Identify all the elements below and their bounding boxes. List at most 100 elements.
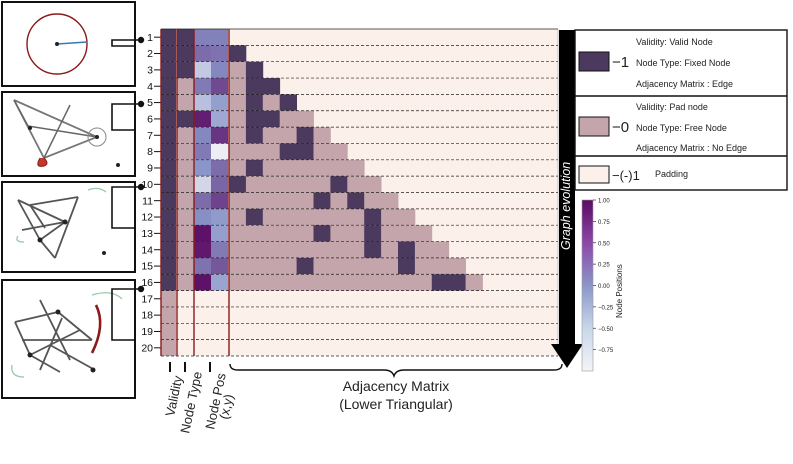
validity-cell xyxy=(161,94,176,111)
panel-connectors xyxy=(111,39,140,341)
adjacency-edge-cell xyxy=(296,143,314,160)
adjacency-no-edge-cell xyxy=(229,78,247,95)
adjacency-no-edge-cell xyxy=(330,143,348,160)
adjacency-no-edge-cell xyxy=(381,241,399,258)
colorbar-tick-label: −0.25 xyxy=(598,305,614,311)
adjacency-no-edge-cell xyxy=(229,274,247,291)
adjacency-no-edge-cell xyxy=(398,225,416,242)
adjacency-no-edge-cell xyxy=(313,257,331,275)
node-pos-x-cell xyxy=(194,78,211,95)
adjacency-edge-cell xyxy=(364,225,382,242)
legend-no-edge-line-2: Node Type: Free Node xyxy=(636,123,727,133)
adjacency-no-edge-cell xyxy=(313,176,331,193)
adjacency-no-edge-cell xyxy=(313,241,331,258)
adjacency-no-edge-cell xyxy=(229,241,247,258)
colorbar-gradient xyxy=(581,199,594,372)
adjacency-no-edge-cell xyxy=(245,241,264,258)
adjacency-no-edge-cell xyxy=(431,241,450,258)
node-type-cell xyxy=(177,290,194,307)
colorbar-ticks: 1.00 0.75 0.50 0.25 0.00 −0.25 −0.50 −0.75 xyxy=(593,199,614,354)
column-separators xyxy=(160,29,230,356)
graph-evolution-arrow: Graph evolution xyxy=(551,30,583,368)
adjacency-no-edge-cell xyxy=(313,127,331,144)
adjacency-no-edge-cell xyxy=(229,257,247,275)
adjacency-no-edge-cell xyxy=(347,208,365,226)
node-type-cell xyxy=(177,225,194,242)
adjacency-no-edge-cell xyxy=(279,225,297,242)
adjacency-no-edge-cell xyxy=(279,159,297,177)
adjacency-no-edge-cell xyxy=(330,241,348,258)
adjacency-no-edge-cell xyxy=(262,192,281,209)
node-type-cell xyxy=(177,339,194,356)
node-type-cell xyxy=(177,61,194,79)
node-pos-y-cell xyxy=(211,176,228,193)
adjacency-no-edge-cell xyxy=(330,274,348,291)
connector-dots xyxy=(137,36,145,293)
validity-cell xyxy=(161,208,176,226)
adjacency-no-edge-cell xyxy=(229,94,247,111)
adjacency-edge-cell xyxy=(229,176,247,193)
row-label: 13 xyxy=(141,228,153,240)
adjacency-no-edge-cell xyxy=(296,159,314,177)
legend-edge-line-1: Validity: Valid Node xyxy=(636,37,713,47)
node-type-cell xyxy=(177,208,194,226)
node-pos-xy-label: (x,y) xyxy=(216,393,236,421)
validity-cell xyxy=(161,241,176,258)
legend-swatch-edge xyxy=(578,51,610,72)
row-dashed-lines xyxy=(161,28,559,357)
row-label: 9 xyxy=(147,163,153,175)
row-label: 3 xyxy=(147,64,153,76)
adjacency-title: Adjacency Matrix xyxy=(343,378,450,394)
adjacency-no-edge-cell xyxy=(279,257,297,275)
adjacency-no-edge-cell xyxy=(245,257,264,275)
adjacency-no-edge-cell xyxy=(245,143,264,160)
adjacency-no-edge-cell xyxy=(229,110,247,128)
node-pos-y-cell xyxy=(211,45,228,62)
validity-cell xyxy=(161,257,176,275)
adjacency-no-edge-cell xyxy=(347,241,365,258)
mechanism-panel-4 xyxy=(1,279,136,399)
adjacency-no-edge-cell xyxy=(296,274,314,291)
validity-cell xyxy=(161,176,176,193)
adjacency-no-edge-cell xyxy=(245,192,264,209)
node-pos-x-cell xyxy=(194,225,211,242)
node-pos-y-cell xyxy=(211,192,228,209)
node-pos-x-cell xyxy=(194,257,211,275)
adjacency-no-edge-cell xyxy=(229,159,247,177)
adjacency-no-edge-cell xyxy=(347,159,365,177)
row-label: 19 xyxy=(141,326,153,338)
adjacency-edge-cell xyxy=(245,208,264,226)
adjacency-edge-cell xyxy=(245,127,264,144)
adjacency-no-edge-cell xyxy=(229,208,247,226)
node-pos-pad-cell xyxy=(194,339,228,356)
colorbar-tick-label: 0.50 xyxy=(598,241,610,247)
validity-cell xyxy=(161,290,176,307)
adjacency-no-edge-cell xyxy=(330,192,348,209)
colorbar-tick-label: 0.00 xyxy=(598,284,610,290)
node-pos-x-cell xyxy=(194,127,211,144)
legend-swatch-no-edge xyxy=(578,116,610,137)
adjacency-no-edge-cell xyxy=(279,110,297,128)
adjacency-no-edge-cell xyxy=(279,192,297,209)
adjacency-no-edge-cell xyxy=(347,225,365,242)
adjacency-edge-cell xyxy=(296,127,314,144)
row-label: 11 xyxy=(142,195,153,207)
adjacency-no-edge-cell xyxy=(296,225,314,242)
node-pos-x-cell xyxy=(194,176,211,193)
legend-swatch-padding xyxy=(578,165,610,184)
adjacency-no-edge-cell xyxy=(364,274,382,291)
node-type-cell xyxy=(177,176,194,193)
adjacency-no-edge-cell xyxy=(279,274,297,291)
validity-cell xyxy=(161,61,176,79)
row-label: 8 xyxy=(147,146,153,158)
adjacency-no-edge-cell xyxy=(431,257,450,275)
legend-value-padding: −(-)1 xyxy=(612,168,640,183)
row-label: 1 xyxy=(147,32,153,44)
node-pos-x-cell xyxy=(194,94,211,111)
adjacency-no-edge-cell xyxy=(262,225,281,242)
adjacency-no-edge-cell xyxy=(381,274,399,291)
adjacency-edge-cell xyxy=(245,159,264,177)
adjacency-no-edge-cell xyxy=(262,127,281,144)
adjacency-no-edge-cell xyxy=(296,241,314,258)
mechanism-panel-1 xyxy=(1,1,136,87)
